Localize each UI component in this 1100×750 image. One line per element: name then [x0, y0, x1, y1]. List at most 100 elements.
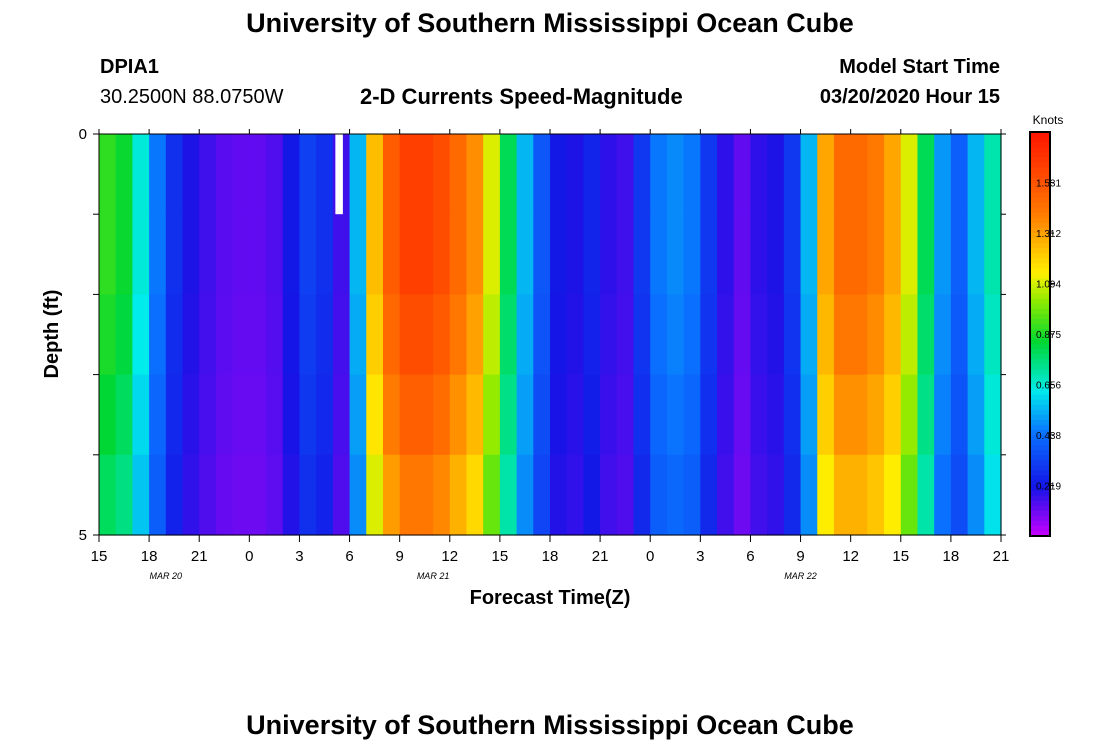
heatmap-cell [850, 454, 868, 536]
heatmap-cell [833, 374, 852, 456]
heatmap-cell [616, 134, 635, 215]
heatmap-cell [382, 454, 401, 536]
heatmap-cell [984, 134, 1002, 215]
heatmap-cell [683, 134, 701, 215]
colorbar-segment [1030, 354, 1050, 360]
heatmap-cell [566, 374, 584, 456]
heatmap-cell [366, 374, 384, 456]
heatmap-cell [800, 454, 818, 536]
colorbar-segment [1030, 344, 1050, 350]
heatmap-cell [115, 134, 133, 215]
colorbar-segment [1030, 152, 1050, 158]
heatmap-cell [249, 374, 267, 456]
heatmap-cell [800, 294, 818, 376]
heatmap-cell [99, 374, 117, 456]
heatmap-cell [950, 374, 969, 456]
station-id: DPIA1 [100, 56, 159, 78]
x-tick-label: 6 [345, 548, 353, 565]
colorbar-segment [1030, 308, 1050, 315]
heatmap-cell [433, 134, 451, 215]
heatmap-cell [817, 214, 835, 295]
heatmap-cell [132, 214, 150, 295]
colorbar-segment [1030, 404, 1050, 411]
heatmap-cell [967, 454, 985, 536]
heatmap-cell [783, 374, 802, 456]
heatmap-cell [583, 134, 601, 215]
colorbar-tick-label: 1.094 [1036, 279, 1061, 290]
x-date-label: MAR 21 [417, 571, 450, 581]
heatmap-annotations [335, 134, 343, 215]
x-tick-label: 21 [191, 548, 208, 565]
heatmap-cell [149, 374, 167, 456]
heatmap-cell [533, 134, 551, 215]
heatmap-cell [984, 454, 1002, 536]
heatmap-cell [499, 454, 518, 536]
heatmap-cell [483, 134, 501, 215]
heatmap-cell [733, 214, 752, 295]
colorbar: Knots 1.531 1.312 1.094 0.875 0.656 0.438 0.21… [1029, 113, 1063, 537]
colorbar-segment [1030, 440, 1050, 446]
colorbar-segment [1030, 525, 1050, 532]
heatmap-cell [934, 134, 952, 215]
heatmap-cell [466, 214, 484, 295]
colorbar-segment [1030, 182, 1050, 189]
heatmap-cell [399, 374, 417, 456]
heatmap-cell [900, 134, 919, 215]
colorbar-segment [1030, 480, 1050, 487]
colorbar-segment [1030, 278, 1050, 285]
x-tick-label: 21 [993, 548, 1010, 565]
heatmap-cell [917, 374, 935, 456]
colorbar-segment [1030, 202, 1050, 209]
heatmap-cell [750, 374, 768, 456]
heatmap-cell [950, 454, 969, 536]
x-axis: 15 18 21 0 3 6 9 12 15 18 21 0 3 6 9 12 15 18 21 MAR 20 MAR … [91, 129, 1010, 581]
heatmap-cell [299, 374, 317, 456]
heatmap-cell [466, 454, 484, 536]
heatmap-cell [833, 454, 852, 536]
heatmap-cell [917, 294, 935, 376]
heatmap-cell [483, 454, 501, 536]
heatmap-cell [266, 374, 284, 456]
heatmap-cell [867, 454, 885, 536]
heatmap-cell [917, 214, 935, 295]
heatmap-cell [249, 214, 267, 295]
colorbar-segment [1030, 475, 1050, 482]
heatmap-cell [934, 374, 952, 456]
colorbar-segment [1030, 369, 1050, 375]
heatmap-cell [165, 214, 184, 295]
heatmap-cell [967, 374, 985, 456]
colorbar-segment [1030, 248, 1050, 254]
heatmap-cell [266, 294, 284, 376]
heatmap-cell [650, 294, 668, 376]
heatmap-cell [499, 294, 518, 376]
heatmap-cell [282, 294, 301, 376]
heatmap-cell [616, 294, 635, 376]
heatmap-cell [182, 214, 200, 295]
colorbar-segment [1030, 258, 1050, 264]
heatmap-cell [182, 294, 200, 376]
heatmap-cell [583, 374, 601, 456]
x-tick-label: 18 [943, 548, 960, 565]
colorbar-segment [1030, 505, 1050, 512]
heatmap-cell [884, 134, 902, 215]
x-tick-label: 18 [141, 548, 158, 565]
heatmap-cell [416, 134, 434, 215]
colorbar-segment [1030, 470, 1050, 476]
heatmap-cell [950, 214, 969, 295]
colorbar-segment [1030, 238, 1050, 244]
heatmap-cell [232, 134, 250, 215]
colorbar-segment [1030, 318, 1050, 325]
heatmap-cell [683, 454, 701, 536]
heatmap-cell [149, 214, 167, 295]
heatmap-cell [299, 214, 317, 295]
heatmap-cell [316, 374, 334, 456]
heatmap-cell [850, 374, 868, 456]
heatmap-cell [316, 294, 334, 376]
colorbar-segment [1030, 227, 1050, 234]
heatmap-cell [533, 454, 551, 536]
heatmap-cell [349, 294, 367, 376]
heatmap-cell [867, 214, 885, 295]
heatmap-cell [767, 294, 785, 376]
heatmap-cell [917, 454, 935, 536]
heatmap-cell [666, 214, 685, 295]
